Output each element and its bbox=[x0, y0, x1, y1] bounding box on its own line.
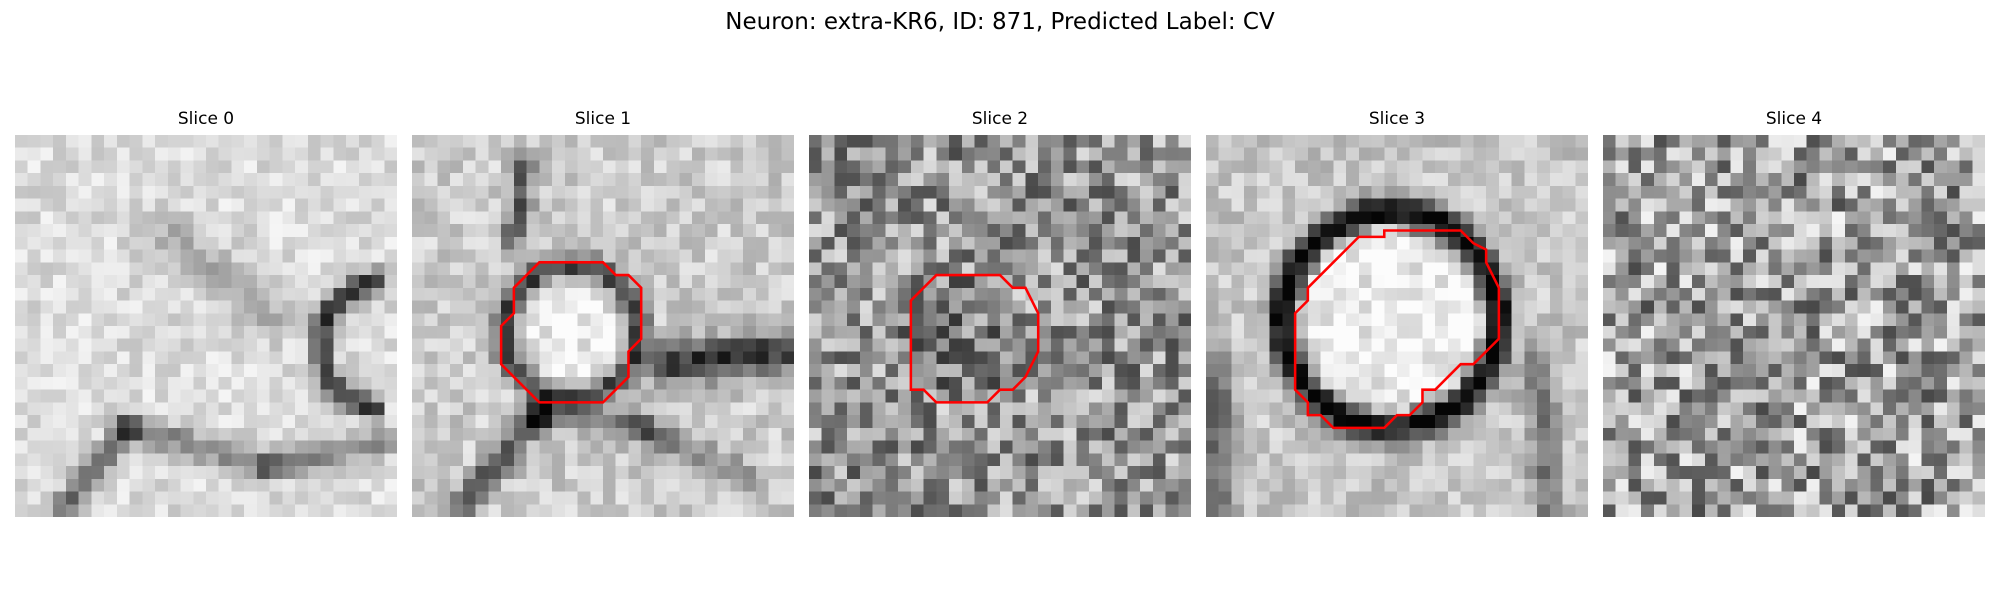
figure-title: Neuron: extra-KR6, ID: 871, Predicted La… bbox=[725, 9, 1275, 35]
segmentation-contour bbox=[1293, 229, 1501, 430]
slice-panel-0: Slice 0 bbox=[15, 108, 397, 520]
slice-title: Slice 1 bbox=[574, 109, 632, 129]
slice-image bbox=[15, 135, 397, 517]
slice-image bbox=[412, 135, 794, 517]
slice-title: Slice 3 bbox=[1368, 109, 1426, 129]
slice-panel-1: Slice 1 bbox=[412, 108, 794, 520]
slice-panel-4: Slice 4 bbox=[1603, 108, 1985, 520]
slice-title: Slice 2 bbox=[971, 109, 1029, 129]
slice-panel-3: Slice 3 bbox=[1206, 108, 1588, 520]
slice-image bbox=[1206, 135, 1588, 517]
slice-panel-2: Slice 2 bbox=[809, 108, 1191, 520]
slice-image bbox=[809, 135, 1191, 517]
slice-title: Slice 0 bbox=[177, 109, 235, 129]
segmentation-contour bbox=[499, 261, 643, 404]
segmentation-contour bbox=[909, 273, 1040, 404]
slice-image bbox=[1603, 135, 1985, 517]
slice-title: Slice 4 bbox=[1765, 109, 1823, 129]
